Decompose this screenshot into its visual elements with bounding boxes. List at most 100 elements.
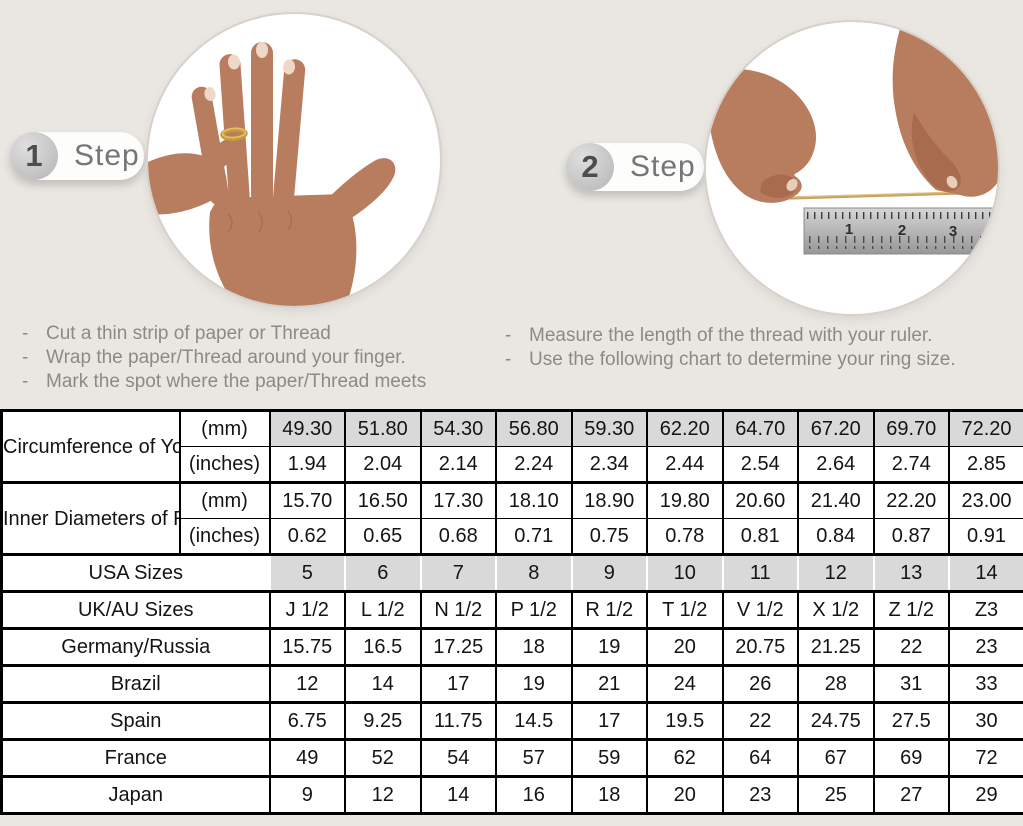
size-value-cell: 56.80 xyxy=(495,409,573,447)
size-value-cell: 22 xyxy=(721,701,799,741)
bullet-dash: - xyxy=(505,325,512,346)
size-value-cell: 23 xyxy=(948,627,1023,667)
instruction-line: - Mark the spot where the paper/Thread me… xyxy=(22,370,426,394)
step-2-number: 2 xyxy=(581,149,599,184)
size-value-cell: 16 xyxy=(495,775,573,815)
size-value-cell: 20.75 xyxy=(721,627,799,667)
ruler-icon: 1 2 3 xyxy=(803,207,998,255)
size-value-cell: 0.71 xyxy=(495,518,573,556)
size-value-cell: Z3 xyxy=(948,590,1023,630)
size-value-cell: 9 xyxy=(268,775,346,815)
size-value-cell: 14 xyxy=(948,553,1023,593)
instruction-line: - Cut a thin strip of paper or Thread xyxy=(22,322,426,346)
size-value-cell: 33 xyxy=(948,664,1023,704)
size-value-cell: 69 xyxy=(872,738,950,778)
size-value-cell: 18.90 xyxy=(570,481,648,519)
size-value-cell: 2.54 xyxy=(721,446,799,484)
size-value-cell: T 1/2 xyxy=(646,590,724,630)
size-value-cell: 18.10 xyxy=(495,481,573,519)
size-value-cell: 2.14 xyxy=(419,446,497,484)
size-value-cell: 27.5 xyxy=(872,701,950,741)
step-1-number: 1 xyxy=(25,138,43,173)
row-label: Spain xyxy=(0,701,271,741)
size-value-cell: 22.20 xyxy=(872,481,950,519)
size-value-cell: 28 xyxy=(797,664,875,704)
size-value-cell: 17.30 xyxy=(419,481,497,519)
instruction-line: - Wrap the paper/Thread around your finge… xyxy=(22,346,426,370)
step-2-label: Step xyxy=(630,150,696,183)
size-value-cell: 19 xyxy=(570,627,648,667)
bullet-dash: - xyxy=(22,371,29,392)
size-value-cell: 21 xyxy=(570,664,648,704)
size-value-cell: 9 xyxy=(570,553,648,593)
ruler-number-3: 3 xyxy=(949,223,957,240)
row-group-label: Inner Diameters of Rings xyxy=(0,481,181,555)
size-value-cell: 12 xyxy=(797,553,875,593)
instruction-line: - Use the following chart to determine yo… xyxy=(505,348,956,372)
size-value-cell: 64 xyxy=(721,738,799,778)
instruction-text: Measure the length of the thread with yo… xyxy=(529,325,933,346)
step-1-badge: 1 Step xyxy=(10,132,144,180)
size-value-cell: J 1/2 xyxy=(268,590,346,630)
size-value-cell: 51.80 xyxy=(344,409,422,447)
size-value-cell: 6.75 xyxy=(268,701,346,741)
size-value-cell: 23 xyxy=(721,775,799,815)
size-value-cell: 14 xyxy=(419,775,497,815)
size-value-cell: 18 xyxy=(570,775,648,815)
instruction-line: - Measure the length of the thread with y… xyxy=(505,324,956,348)
size-value-cell: 0.78 xyxy=(646,518,724,556)
size-value-cell: 24.75 xyxy=(797,701,875,741)
thread-icon xyxy=(789,191,961,200)
size-value-cell: 0.81 xyxy=(721,518,799,556)
size-value-cell: 22 xyxy=(872,627,950,667)
bullet-dash: - xyxy=(22,347,29,368)
size-value-cell: 15.70 xyxy=(268,481,346,519)
size-value-cell: 17.25 xyxy=(419,627,497,667)
size-value-cell: 19.5 xyxy=(646,701,724,741)
size-value-cell: 12 xyxy=(344,775,422,815)
size-value-cell: 27 xyxy=(872,775,950,815)
size-value-cell: 13 xyxy=(872,553,950,593)
row-label: UK/AU Sizes xyxy=(0,590,271,630)
size-value-cell: 19 xyxy=(495,664,573,704)
unit-label: (mm) xyxy=(178,409,271,447)
size-value-cell: 7 xyxy=(419,553,497,593)
size-value-cell: R 1/2 xyxy=(570,590,648,630)
size-value-cell: 59 xyxy=(570,738,648,778)
size-value-cell: 0.68 xyxy=(419,518,497,556)
size-value-cell: 59.30 xyxy=(570,409,648,447)
size-value-cell: 52 xyxy=(344,738,422,778)
instruction-text: Cut a thin strip of paper or Thread xyxy=(46,323,331,344)
size-value-cell: 21.40 xyxy=(797,481,875,519)
size-value-cell: 20 xyxy=(646,775,724,815)
size-value-cell: 2.85 xyxy=(948,446,1023,484)
unit-label: (mm) xyxy=(178,481,271,519)
size-value-cell: 69.70 xyxy=(872,409,950,447)
size-value-cell: 30 xyxy=(948,701,1023,741)
size-value-cell: 2.64 xyxy=(797,446,875,484)
size-value-cell: V 1/2 xyxy=(721,590,799,630)
ruler-number-1: 1 xyxy=(845,221,853,238)
size-value-cell: 20.60 xyxy=(721,481,799,519)
ring-size-conversion-table: Circumference of Your Finger(mm)49.3051.… xyxy=(0,409,1023,815)
step-2-badge: 2 Step xyxy=(566,143,704,191)
size-value-cell: 24 xyxy=(646,664,724,704)
size-value-cell: 67.20 xyxy=(797,409,875,447)
size-value-cell: 57 xyxy=(495,738,573,778)
size-value-cell: 54.30 xyxy=(419,409,497,447)
size-value-cell: 2.24 xyxy=(495,446,573,484)
bullet-dash: - xyxy=(22,323,29,344)
size-value-cell: 0.91 xyxy=(948,518,1023,556)
size-value-cell: 67 xyxy=(797,738,875,778)
step-2-number-circle: 2 xyxy=(566,143,614,191)
step-1-number-circle: 1 xyxy=(10,132,58,180)
unit-label: (inches) xyxy=(178,446,271,484)
row-label: Germany/Russia xyxy=(0,627,271,667)
size-value-cell: P 1/2 xyxy=(495,590,573,630)
instruction-text: Use the following chart to determine you… xyxy=(529,349,956,370)
size-value-cell: 2.44 xyxy=(646,446,724,484)
size-value-cell: 62.20 xyxy=(646,409,724,447)
size-value-cell: 49.30 xyxy=(268,409,346,447)
size-value-cell: 72 xyxy=(948,738,1023,778)
ruler-number-2: 2 xyxy=(898,222,906,239)
